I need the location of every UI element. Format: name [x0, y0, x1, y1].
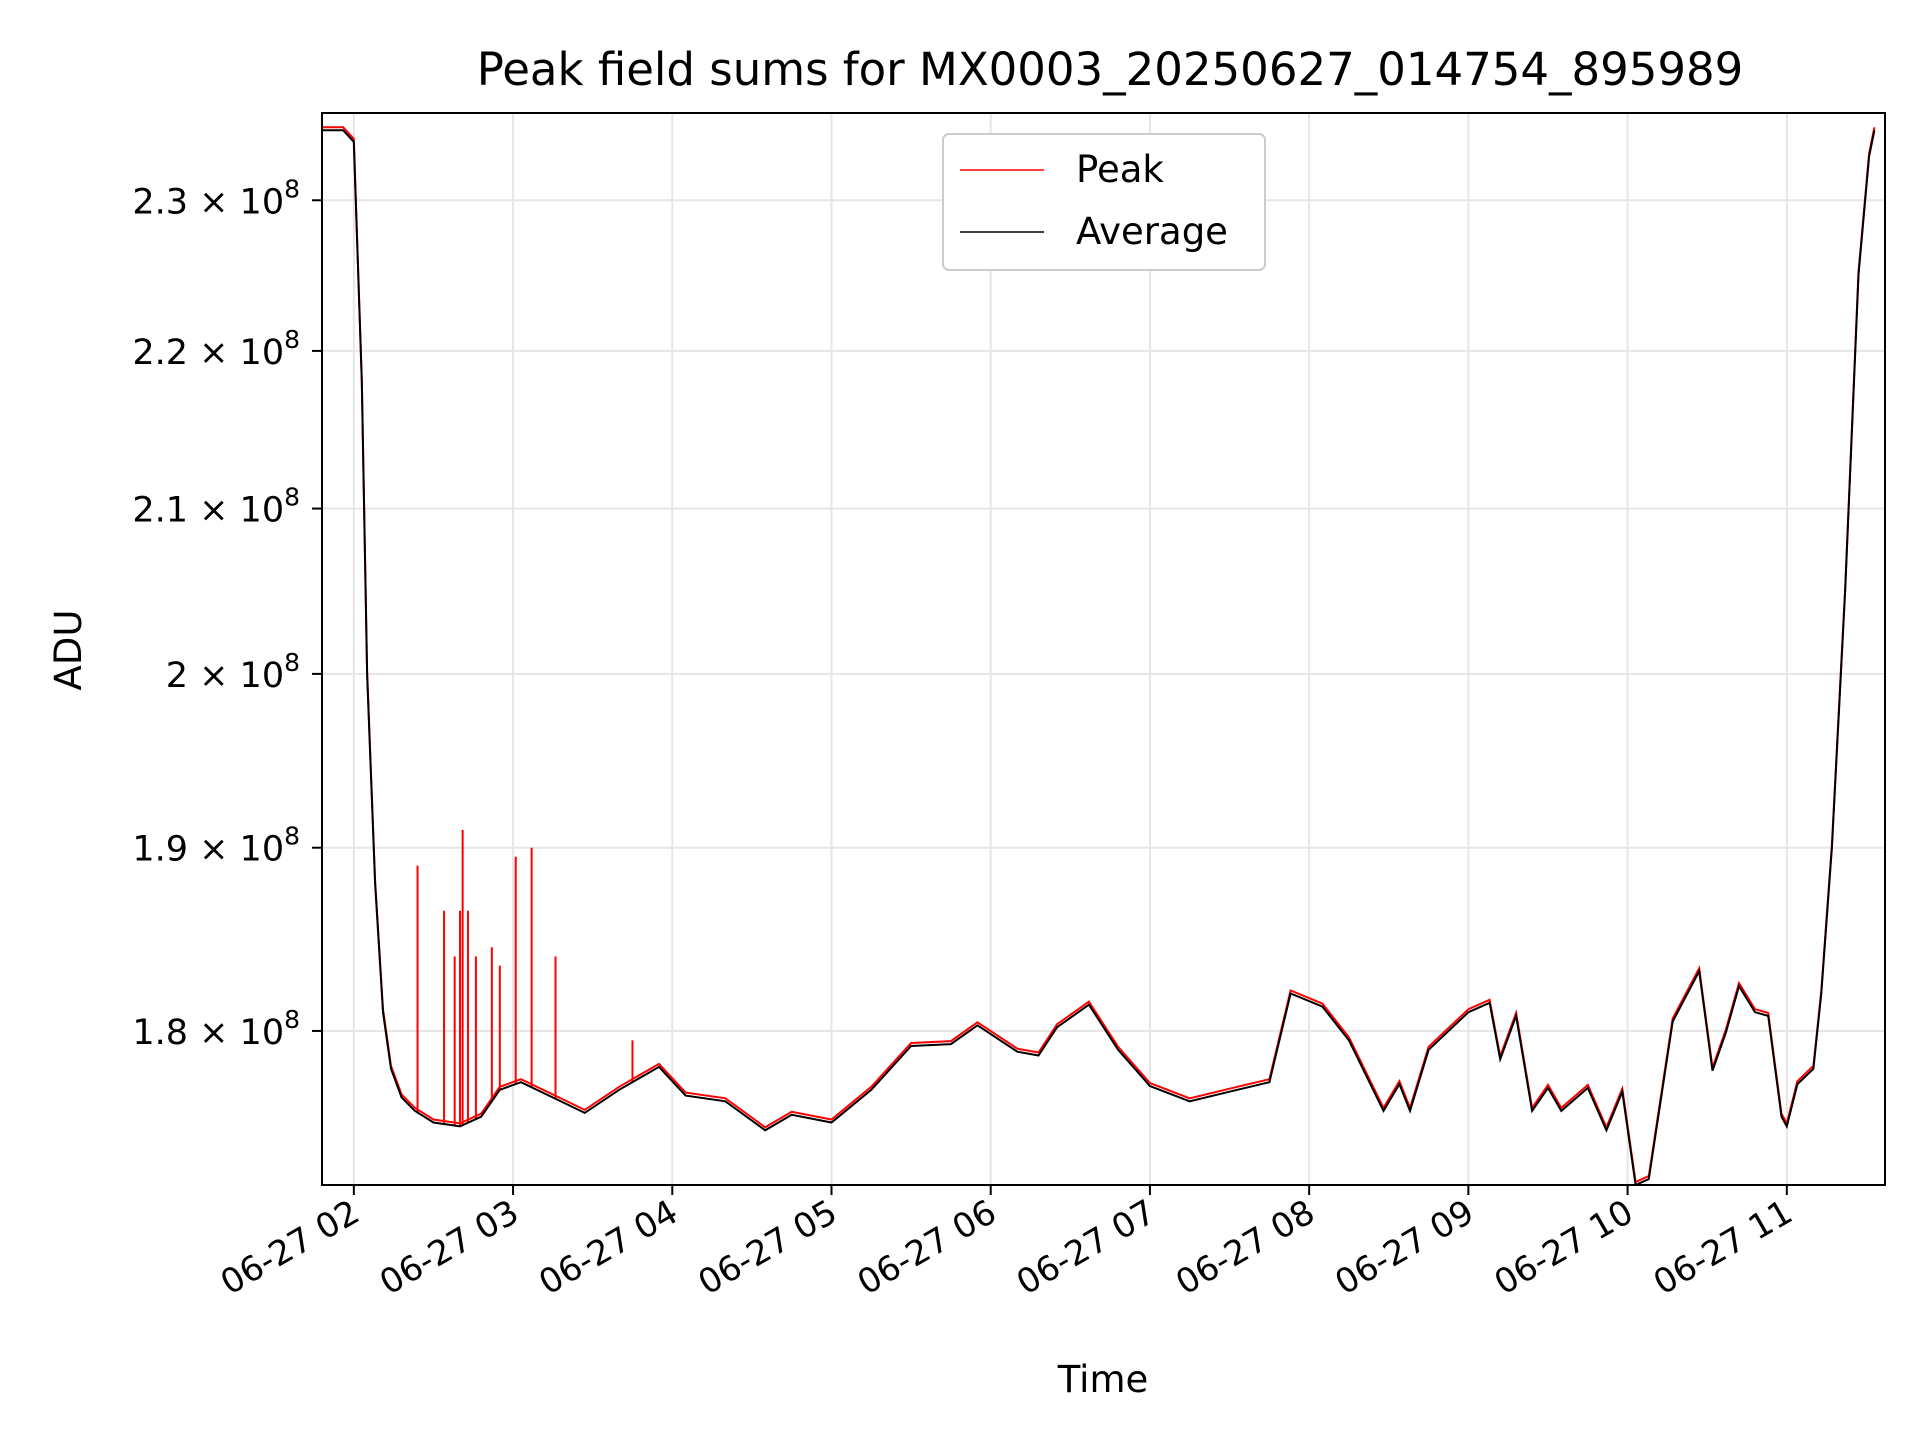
y-tick-label: 2.2 × 108 — [132, 325, 300, 373]
y-axis-label: ADU — [47, 610, 90, 691]
y-tick-label: 1.8 × 108 — [132, 1005, 300, 1053]
legend-peak-label: Peak — [1076, 148, 1164, 191]
grid-lines — [322, 113, 1885, 1185]
legend-average-label: Average — [1076, 210, 1228, 253]
plot-series-group — [322, 126, 1876, 1185]
y-tick-label: 2.1 × 108 — [132, 483, 300, 531]
y-tick-label: 2 × 108 — [166, 648, 300, 696]
legend: Peak Average — [942, 133, 1266, 271]
plot-frame — [321, 112, 1886, 1186]
series-layer — [322, 126, 1876, 1185]
x-axis-label: Time — [1057, 1358, 1149, 1401]
legend-box — [942, 133, 1266, 271]
average-series-line — [322, 129, 1876, 1185]
y-tick-label: 2.3 × 108 — [132, 174, 300, 222]
chart-title: Peak field sums for MX0003_20250627_0147… — [477, 43, 1744, 96]
y-tick-label: 1.9 × 108 — [132, 822, 300, 870]
